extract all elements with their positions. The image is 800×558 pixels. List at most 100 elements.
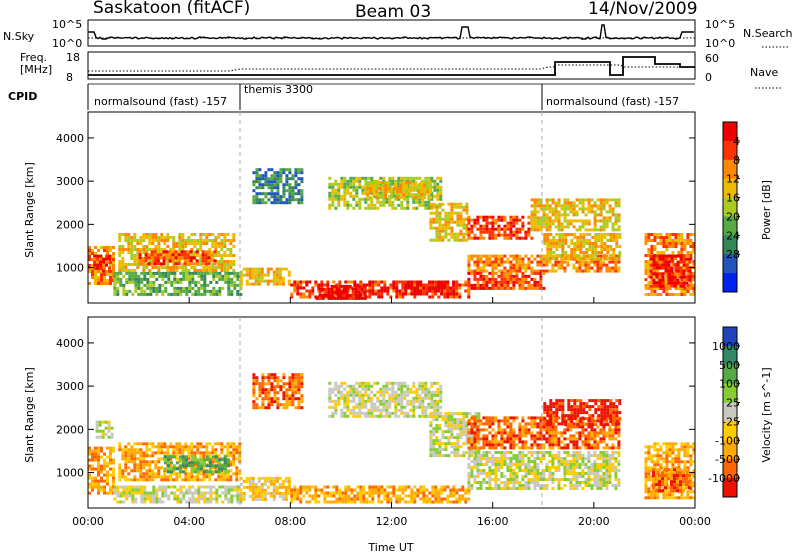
data-cell (160, 266, 163, 269)
data-cell (394, 391, 397, 394)
data-cell (400, 394, 403, 397)
data-cell (299, 492, 302, 495)
data-cell (530, 237, 533, 240)
data-cell (388, 204, 391, 207)
data-cell (420, 190, 423, 193)
data-cell (323, 501, 326, 504)
data-cell (374, 281, 377, 284)
data-cell (461, 489, 464, 492)
data-cell (264, 274, 267, 277)
data-cell (352, 412, 355, 415)
data-cell (677, 282, 680, 285)
data-cell (157, 442, 160, 445)
data-cell (258, 495, 261, 498)
data-cell (167, 458, 170, 461)
data-cell (133, 451, 136, 454)
data-cell (364, 406, 367, 409)
data-cell (429, 442, 432, 445)
data-cell (582, 233, 585, 236)
data-cell (401, 498, 404, 501)
data-cell (650, 233, 653, 236)
data-cell (184, 245, 187, 248)
data-cell (294, 198, 297, 201)
data-cell (662, 285, 665, 288)
data-cell (600, 213, 603, 216)
data-cell (432, 451, 435, 454)
data-cell (470, 272, 473, 275)
data-cell (191, 501, 194, 504)
data-cell (264, 180, 267, 183)
data-cell (224, 455, 227, 458)
data-cell (599, 267, 602, 270)
data-cell (665, 248, 668, 251)
data-cell (157, 445, 160, 448)
data-cell (450, 236, 453, 239)
data-cell (527, 275, 530, 278)
data-cell (146, 495, 149, 498)
data-cell (300, 406, 303, 409)
data-cell (395, 290, 398, 293)
data-cell (435, 418, 438, 421)
data-cell (193, 445, 196, 448)
data-cell (103, 453, 106, 456)
data-cell (182, 495, 185, 498)
data-cell (420, 196, 423, 199)
data-cell (154, 262, 157, 265)
data-cell (590, 267, 593, 270)
data-cell (573, 245, 576, 248)
data-cell (100, 276, 103, 279)
data-cell (172, 253, 175, 256)
data-cell (181, 239, 184, 242)
data-cell (91, 258, 94, 261)
data-cell (273, 486, 276, 489)
data-cell (364, 415, 367, 418)
data-cell (665, 264, 668, 267)
data-cell (143, 284, 146, 287)
data-cell (680, 258, 683, 261)
data-cell (308, 486, 311, 489)
data-cell (415, 391, 418, 394)
data-cell (232, 451, 235, 454)
data-cell (497, 255, 500, 258)
data-cell (331, 400, 334, 403)
data-cell (319, 291, 322, 294)
data-cell (611, 261, 614, 264)
data-cell (181, 448, 184, 451)
data-cell (291, 376, 294, 379)
data-cell (331, 186, 334, 189)
data-cell (549, 204, 552, 207)
data-cell (404, 290, 407, 293)
data-cell (218, 293, 221, 296)
data-cell (371, 498, 374, 501)
data-cell (179, 287, 182, 290)
data-cell (491, 219, 494, 222)
data-cell (439, 412, 442, 415)
data-cell (439, 406, 442, 409)
data-cell (549, 233, 552, 236)
data-cell (423, 193, 426, 196)
data-cell (450, 203, 453, 206)
data-cell (267, 271, 270, 274)
data-cell (178, 242, 181, 245)
data-cell (217, 263, 220, 266)
data-cell (370, 177, 373, 180)
data-cell (362, 495, 365, 498)
data-cell (609, 257, 612, 260)
data-cell (344, 492, 347, 495)
data-cell (252, 373, 255, 376)
data-cell (209, 290, 212, 293)
data-cell (255, 489, 258, 492)
data-cell (584, 267, 587, 270)
data-cell (416, 492, 419, 495)
data-cell (220, 445, 223, 448)
data-cell (398, 281, 401, 284)
data-cell (151, 266, 154, 269)
data-cell (134, 489, 137, 492)
data-cell (188, 486, 191, 489)
data-cell (229, 248, 232, 251)
data-cell (391, 201, 394, 204)
data-cell (267, 373, 270, 376)
data-cell (155, 290, 158, 293)
data-cell (440, 486, 443, 489)
data-cell (103, 459, 106, 462)
